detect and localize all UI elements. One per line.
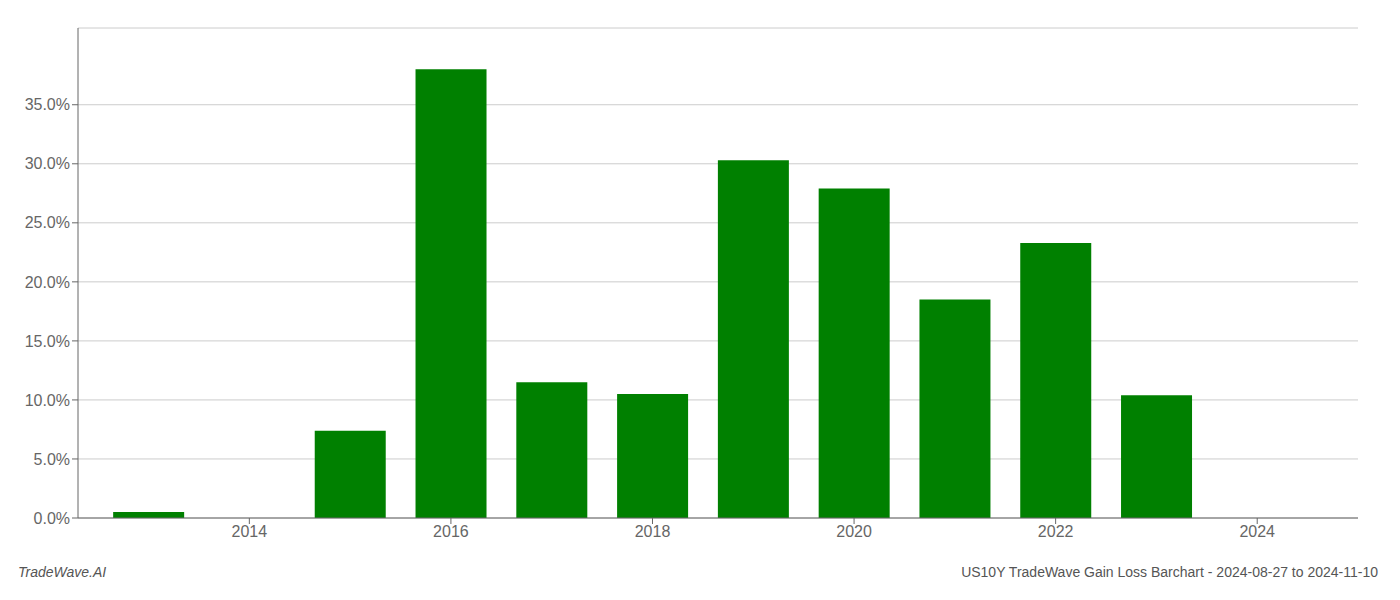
svg-text:2022: 2022	[1038, 523, 1074, 540]
svg-text:2020: 2020	[836, 523, 872, 540]
svg-text:5.0%: 5.0%	[34, 451, 70, 468]
svg-text:2024: 2024	[1239, 523, 1275, 540]
svg-text:35.0%: 35.0%	[25, 96, 70, 113]
svg-text:10.0%: 10.0%	[25, 392, 70, 409]
svg-text:20.0%: 20.0%	[25, 274, 70, 291]
html-text:US10Y TradeWave Gain Loss Barc: US10Y TradeWave Gain Loss Barchart - 202…	[961, 564, 1378, 580]
svg-text:0.0%: 0.0%	[34, 510, 70, 527]
svg-text:2018: 2018	[635, 523, 671, 540]
svg-text:25.0%: 25.0%	[25, 214, 70, 231]
svg-text:30.0%: 30.0%	[25, 155, 70, 172]
svg-text:2014: 2014	[232, 523, 268, 540]
svg-text:15.0%: 15.0%	[25, 333, 70, 350]
svg-text:2016: 2016	[433, 523, 469, 540]
html-text:TradeWave.AI: TradeWave.AI	[18, 564, 107, 580]
